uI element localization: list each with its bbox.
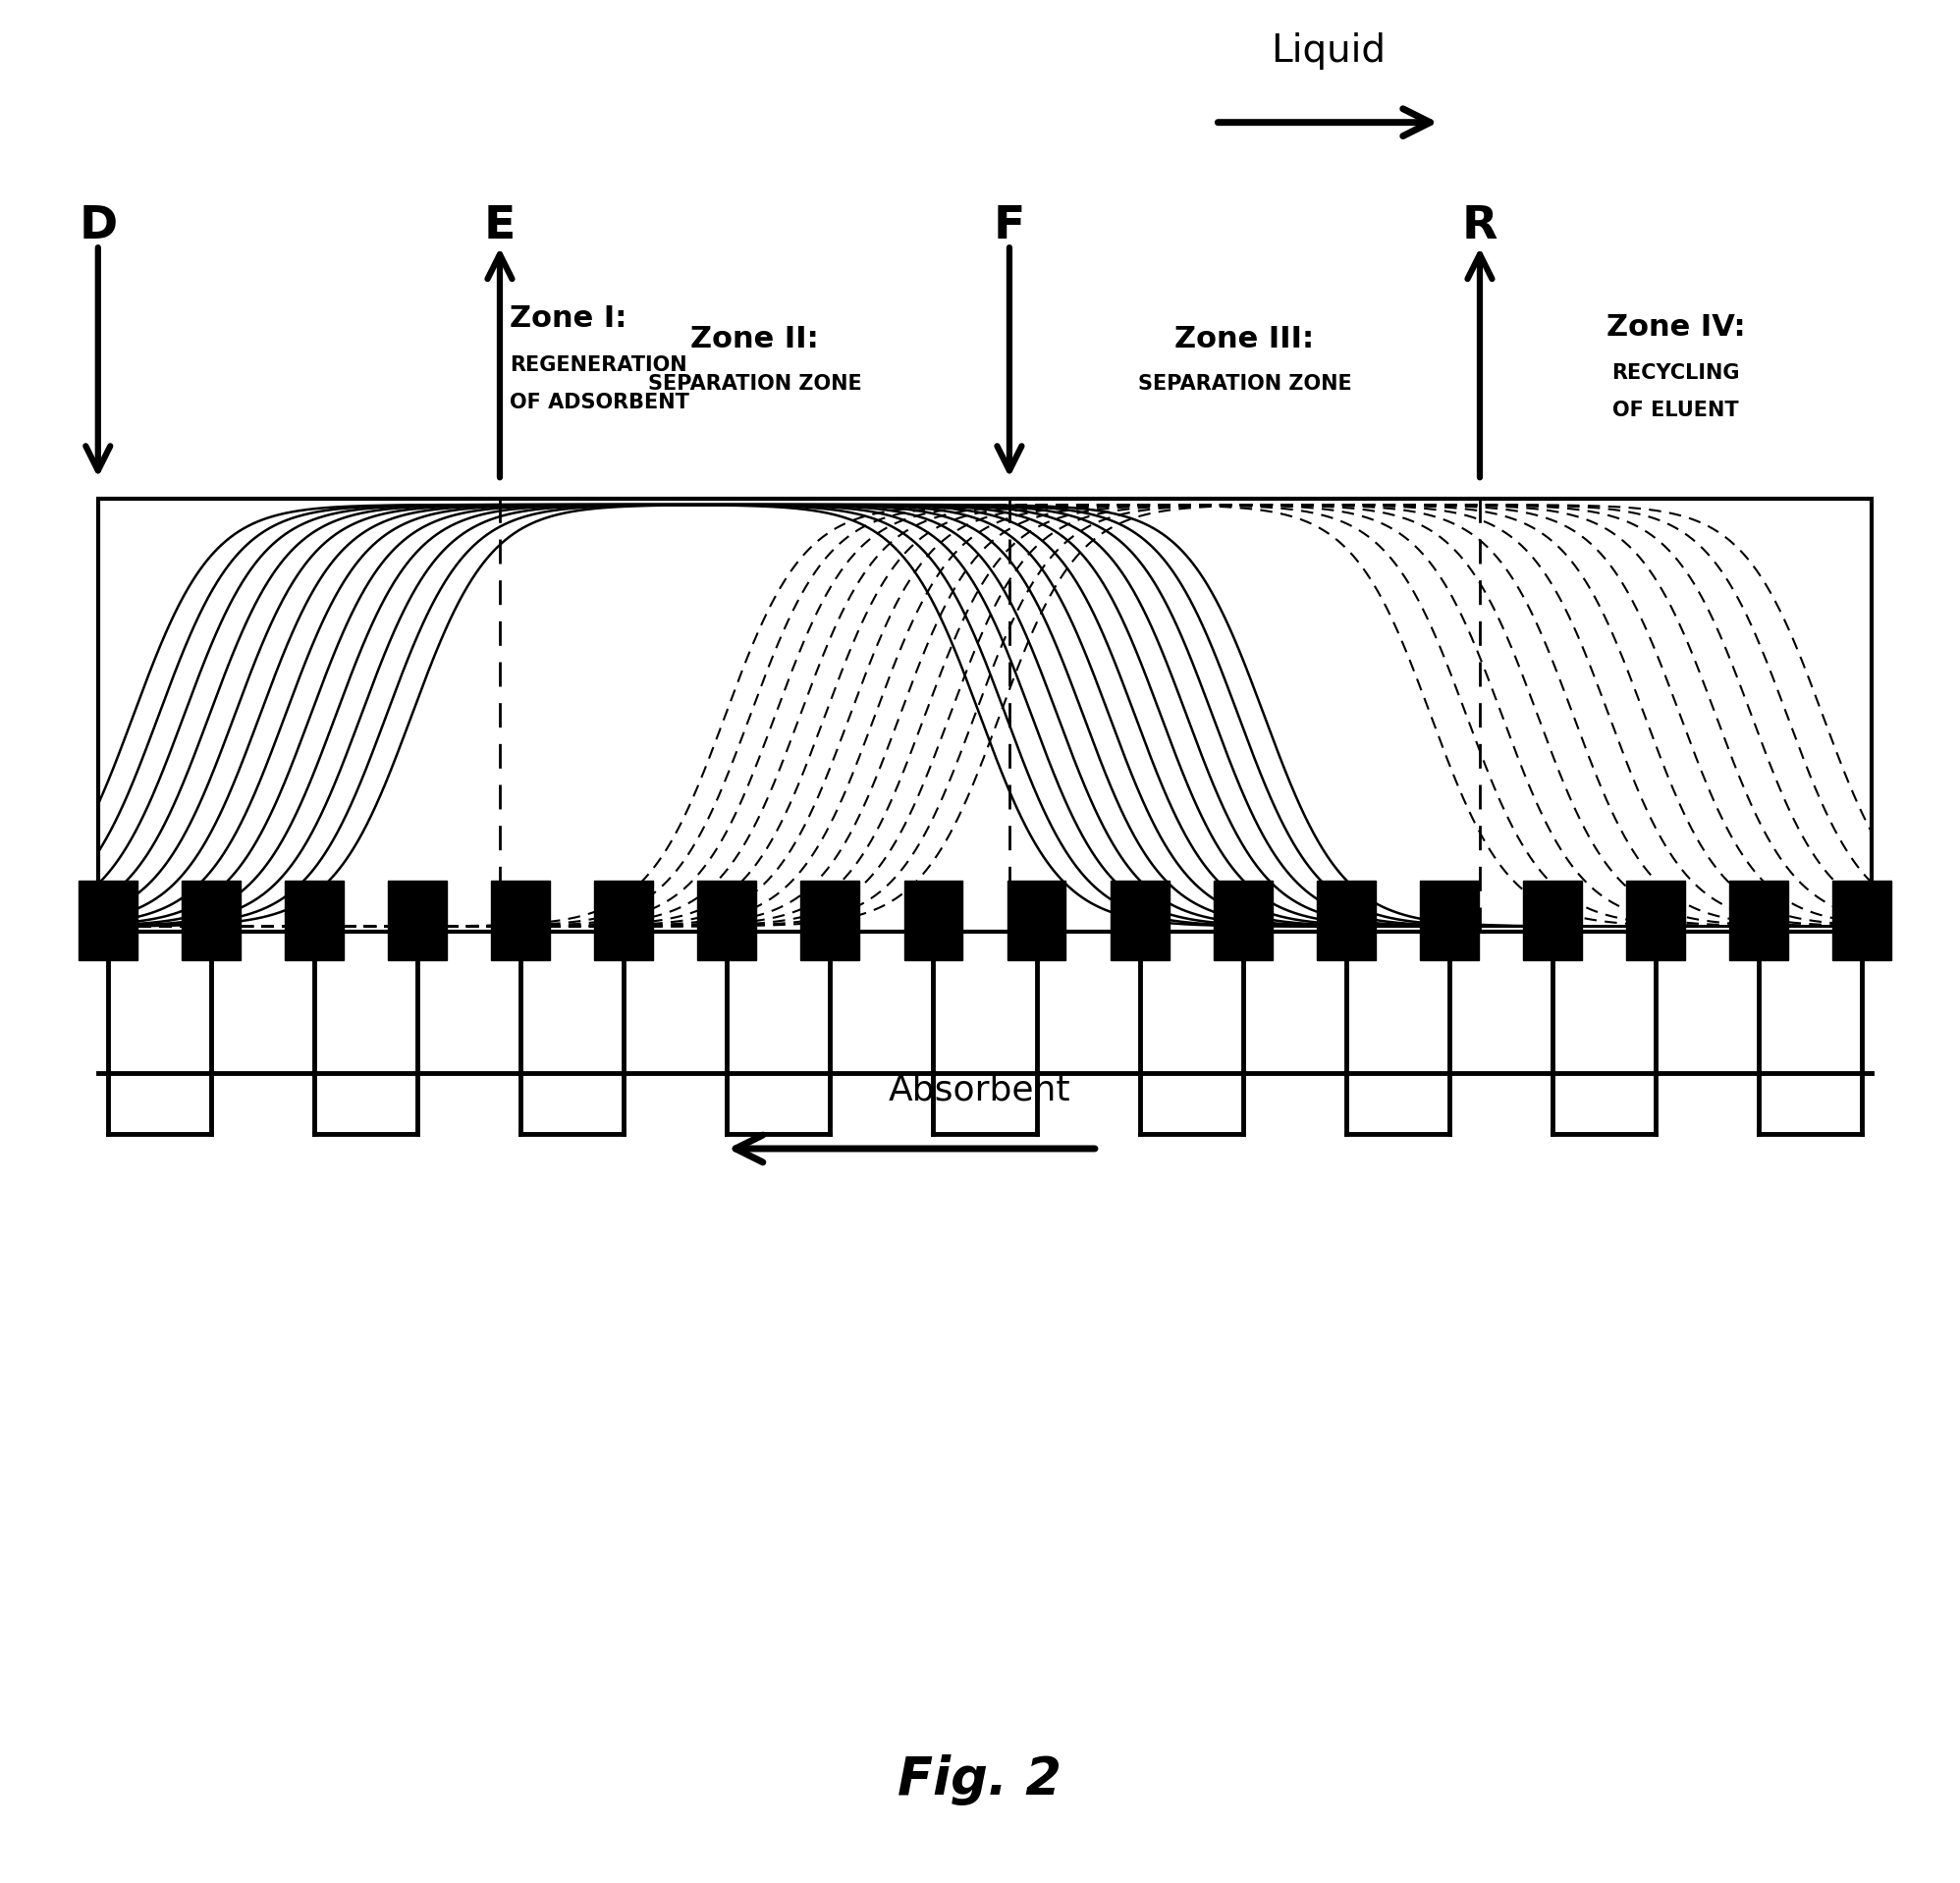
Bar (904, 881, 962, 960)
Text: R: R (1462, 203, 1497, 249)
Text: E: E (484, 203, 515, 249)
Bar (1109, 881, 1168, 960)
Bar (1729, 881, 1788, 960)
Text: Zone IV:: Zone IV: (1607, 313, 1744, 343)
Text: SEPARATION ZONE: SEPARATION ZONE (647, 375, 862, 394)
Text: Zone III:: Zone III: (1174, 324, 1315, 354)
Bar (802, 881, 860, 960)
Bar (1523, 881, 1582, 960)
Text: RECYCLING: RECYCLING (1611, 363, 1740, 382)
Text: F: F (994, 203, 1025, 249)
Text: OF ADSORBENT: OF ADSORBENT (510, 394, 690, 412)
Bar (1317, 881, 1376, 960)
Bar (492, 881, 551, 960)
Bar (698, 881, 757, 960)
Text: REGENERATION: REGENERATION (510, 356, 686, 375)
Bar (1213, 881, 1272, 960)
Text: Zone I:: Zone I: (510, 303, 627, 333)
Text: Absorbent: Absorbent (890, 1073, 1070, 1107)
Bar (78, 881, 137, 960)
Bar (1007, 881, 1066, 960)
Bar (1627, 881, 1686, 960)
Text: Fig. 2: Fig. 2 (898, 1753, 1062, 1806)
Text: Zone II:: Zone II: (690, 324, 819, 354)
Text: D: D (78, 203, 118, 249)
Bar (388, 881, 447, 960)
Text: Liquid: Liquid (1270, 32, 1386, 70)
Text: OF ELUENT: OF ELUENT (1613, 401, 1739, 420)
Bar (1833, 881, 1891, 960)
Bar (1419, 881, 1478, 960)
Bar (594, 881, 653, 960)
Bar (182, 881, 241, 960)
Bar (284, 881, 343, 960)
Text: SEPARATION ZONE: SEPARATION ZONE (1137, 375, 1352, 394)
Bar (98, 499, 1872, 932)
